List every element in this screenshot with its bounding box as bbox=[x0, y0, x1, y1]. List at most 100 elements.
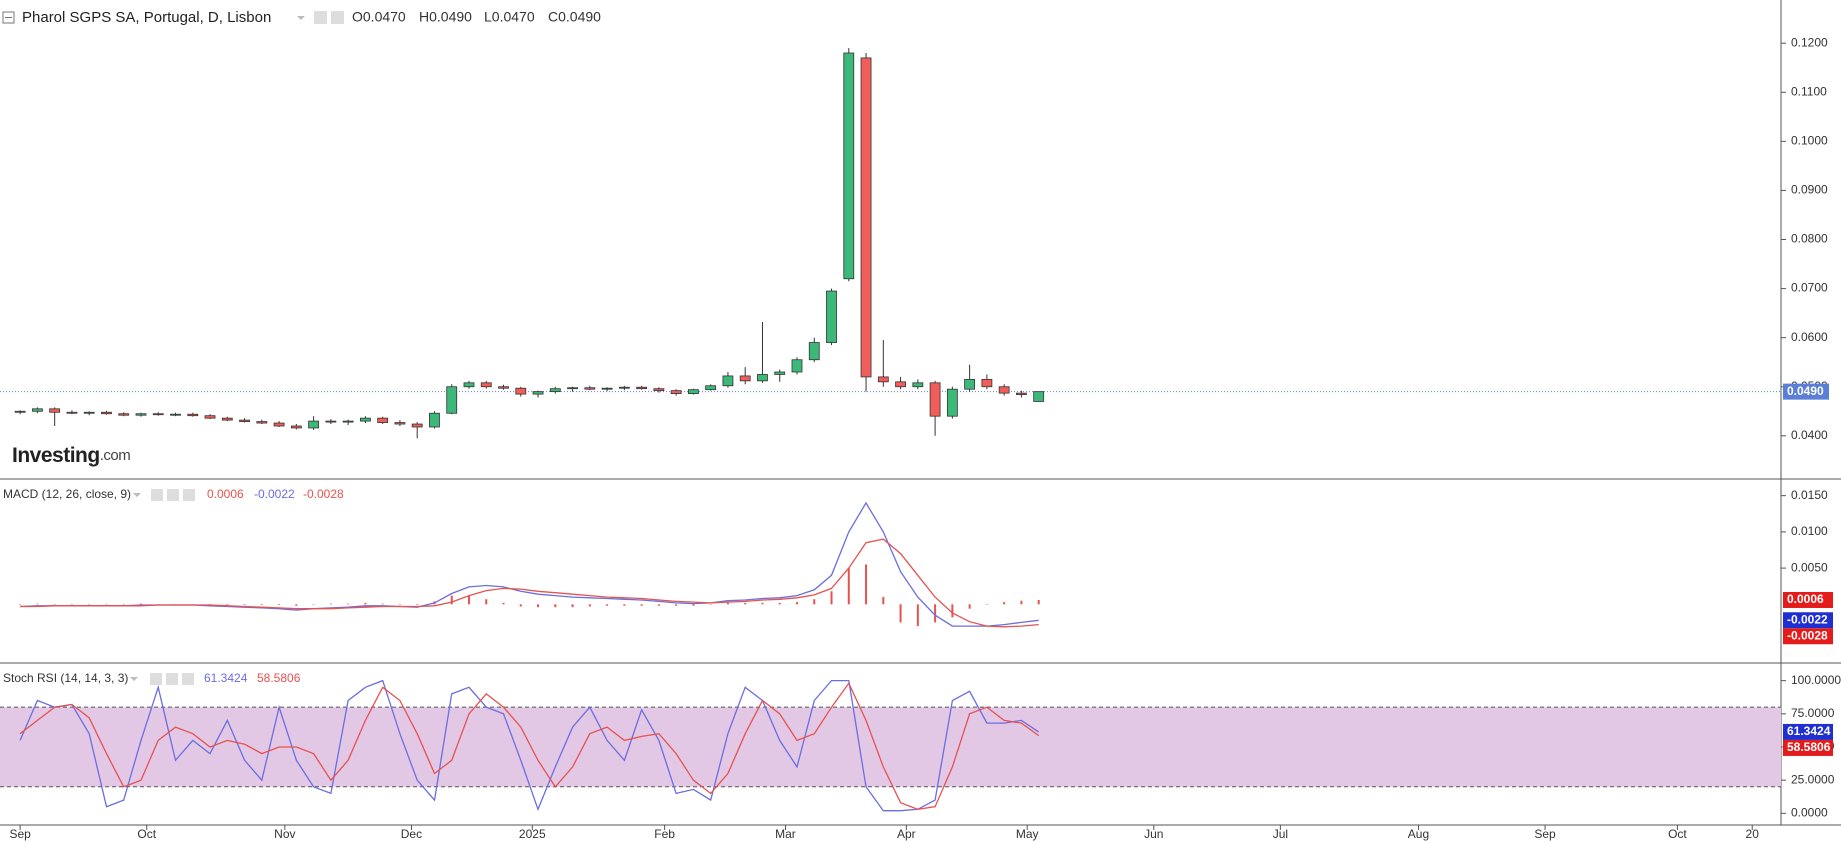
candle-body bbox=[515, 387, 527, 395]
macd-histogram-bar bbox=[19, 604, 22, 605]
macd-histogram-bar bbox=[502, 602, 505, 605]
macd-histogram-bar bbox=[537, 604, 540, 608]
macd-histogram-bar bbox=[606, 604, 609, 606]
value-box-label: 58.5806 bbox=[1787, 740, 1831, 754]
macd-legend-value: 0.0006 bbox=[207, 487, 244, 501]
macd-histogram-bar bbox=[485, 599, 488, 605]
candle-body bbox=[135, 413, 147, 416]
macd-legend-value: -0.0028 bbox=[303, 487, 344, 501]
macd-histogram-bar bbox=[226, 604, 229, 606]
candle-body bbox=[308, 420, 320, 429]
macd-histogram-bar bbox=[657, 604, 660, 606]
hide-icon[interactable] bbox=[166, 673, 178, 685]
candle-body bbox=[912, 382, 924, 388]
candle-body bbox=[895, 381, 906, 388]
settings-icon[interactable] bbox=[151, 489, 163, 501]
last-price-box bbox=[1783, 383, 1829, 400]
x-tick-label: Apr bbox=[897, 827, 916, 841]
macd-histogram-bar bbox=[312, 604, 315, 605]
candle-body bbox=[964, 378, 976, 390]
candle-body bbox=[342, 420, 354, 423]
y-tick-label: 0.0150 bbox=[1791, 488, 1828, 502]
x-tick-label: Feb bbox=[654, 827, 675, 841]
macd-histogram-bar bbox=[416, 604, 419, 606]
ohlc-value: C0.0490 bbox=[548, 9, 601, 25]
candle-body bbox=[66, 411, 78, 414]
candle-body bbox=[480, 382, 492, 388]
candle-body bbox=[705, 385, 717, 391]
value-box bbox=[1783, 739, 1833, 756]
value-box-label: 61.3424 bbox=[1787, 724, 1831, 738]
macd-histogram-bar bbox=[985, 604, 988, 605]
candle-body bbox=[498, 386, 509, 389]
macd-histogram-bar bbox=[260, 604, 263, 606]
y-tick-label: 25.0000 bbox=[1791, 772, 1835, 786]
candle-body bbox=[739, 375, 751, 382]
last-price-label: 0.0490 bbox=[1787, 384, 1824, 398]
stoch-legend-value: 61.3424 bbox=[204, 671, 248, 685]
x-tick-label: Aug bbox=[1408, 827, 1429, 841]
macd-histogram-bar bbox=[968, 604, 971, 609]
candle-body bbox=[221, 417, 233, 421]
macd-legend-value: -0.0022 bbox=[254, 487, 295, 501]
x-tick-label: Oct bbox=[137, 827, 156, 841]
candle-body bbox=[636, 386, 648, 390]
signal-line bbox=[20, 538, 1039, 628]
macd-histogram-bar bbox=[882, 597, 885, 605]
candle-body bbox=[101, 411, 112, 415]
y-tick-label: 0.1200 bbox=[1791, 35, 1828, 49]
macd-histogram-bar bbox=[105, 604, 108, 605]
macd-histogram-bar bbox=[761, 602, 764, 605]
macd-histogram-bar bbox=[1020, 600, 1023, 605]
macd-histogram-bar bbox=[467, 595, 470, 605]
close-icon[interactable] bbox=[183, 489, 195, 501]
macd-histogram-bar bbox=[139, 603, 142, 605]
candle-body bbox=[325, 420, 337, 423]
candle-body bbox=[239, 419, 250, 422]
candle-body bbox=[567, 387, 578, 390]
settings-icon[interactable] bbox=[314, 11, 327, 24]
macd-histogram-bar bbox=[398, 604, 401, 605]
candle-body bbox=[187, 413, 199, 417]
dropdown-arrow[interactable] bbox=[130, 677, 138, 681]
d-line bbox=[19, 682, 1040, 810]
dropdown-arrow[interactable] bbox=[297, 16, 305, 20]
macd-histogram-bar bbox=[1037, 599, 1040, 605]
candle-body bbox=[429, 412, 440, 428]
candle-body bbox=[152, 413, 164, 416]
hide-icon[interactable] bbox=[167, 489, 179, 501]
candle-body bbox=[653, 388, 665, 392]
logo-suffix: .com bbox=[100, 447, 131, 464]
macd-histogram-bar bbox=[623, 604, 626, 606]
macd-histogram-bar bbox=[278, 604, 281, 606]
settings-icon[interactable] bbox=[150, 673, 162, 685]
macd-histogram-bar bbox=[726, 602, 729, 605]
y-tick-label: 0.0800 bbox=[1791, 232, 1828, 246]
stoch-band bbox=[0, 707, 1781, 787]
collapse-icon[interactable] bbox=[2, 11, 15, 24]
candle-body bbox=[49, 408, 61, 413]
candle-body bbox=[688, 389, 699, 395]
macd-histogram-bar bbox=[778, 602, 781, 605]
candle-body bbox=[601, 387, 613, 390]
y-tick-label: 0.1000 bbox=[1791, 134, 1828, 148]
macd-histogram-bar bbox=[70, 604, 73, 605]
candle-body bbox=[826, 290, 837, 343]
candle-body bbox=[377, 417, 389, 423]
macd-histogram-bar bbox=[744, 602, 747, 605]
dropdown-arrow[interactable] bbox=[133, 493, 141, 497]
candle-body bbox=[929, 382, 941, 417]
candle-body bbox=[860, 57, 872, 378]
hide-icon[interactable] bbox=[331, 11, 344, 24]
candle-body bbox=[946, 388, 958, 417]
candle-body bbox=[618, 386, 630, 389]
x-tick-label: Nov bbox=[274, 827, 295, 841]
x-tick-label: 2025 bbox=[519, 827, 546, 841]
y-tick-label: 0.0900 bbox=[1791, 183, 1828, 197]
macd-histogram-bar bbox=[36, 603, 39, 605]
close-icon[interactable] bbox=[182, 673, 194, 685]
macd-histogram-bar bbox=[709, 604, 712, 605]
macd-histogram-bar bbox=[122, 604, 125, 605]
candle-body bbox=[32, 408, 43, 412]
